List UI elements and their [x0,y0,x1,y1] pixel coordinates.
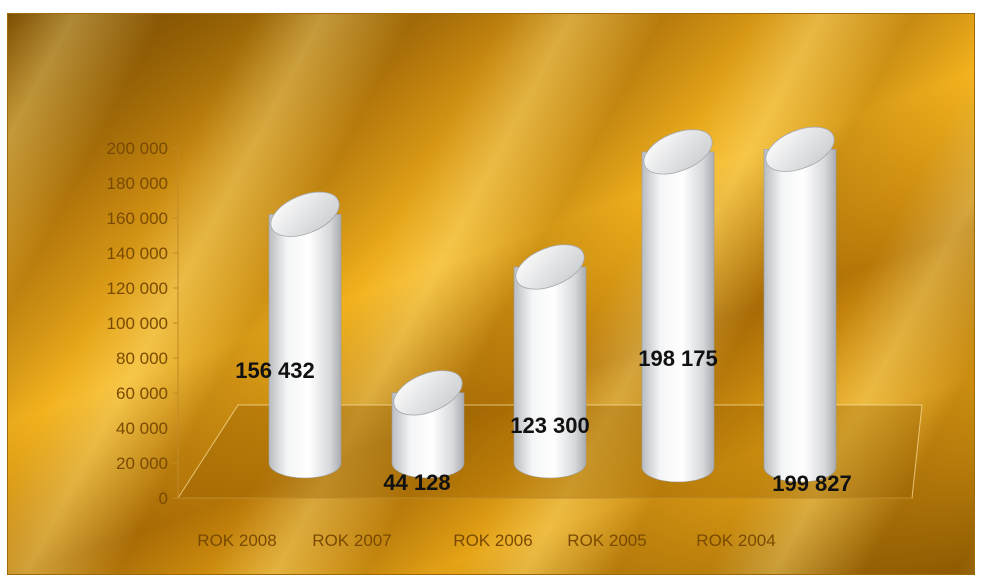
data-label: 123 300 [510,413,590,438]
y-tick-label: 20 000 [116,454,168,473]
x-category-label: ROK 2005 [567,531,646,550]
y-tick-label: 160 000 [107,209,168,228]
x-category-label: ROK 2006 [453,531,532,550]
bar-body [641,151,715,483]
bar-body [268,213,342,479]
bar [641,129,715,483]
y-axis: 0 20 000 40 000 60 000 80 000 100 000 120 000 1… [107,139,179,508]
data-labels: 156 432 44 128 123 300 198 175 199 827 [235,346,852,496]
bar [513,244,587,479]
bar-body [763,148,837,483]
x-category-label: ROK 2008 [197,531,276,550]
bar-cap [765,126,835,172]
y-tick-label: 200 000 [107,139,168,158]
y-tick-label: 40 000 [116,419,168,438]
bar-cap [643,129,713,175]
bar-cap [393,370,463,416]
data-label: 44 128 [383,470,450,495]
x-category-label: ROK 2004 [696,531,775,550]
bar-cap [270,191,340,237]
data-label: 199 827 [772,471,852,496]
x-category-label: ROK 2007 [312,531,391,550]
y-tick-label: 140 000 [107,244,168,263]
bars [268,126,837,483]
y-tick-label: 60 000 [116,384,168,403]
data-label: 198 175 [638,346,718,371]
x-axis: ROK 2008 ROK 2007 ROK 2006 ROK 2005 ROK 2004 [178,497,912,550]
y-tick-label: 120 000 [107,279,168,298]
bar [391,370,465,479]
bar [763,126,837,483]
y-tick-label: 0 [159,489,168,508]
y-tick-label: 100 000 [107,314,168,333]
data-label: 156 432 [235,358,315,383]
bar [268,191,342,479]
y-tick-label: 180 000 [107,174,168,193]
y-tick-label: 80 000 [116,349,168,368]
bar-cap [515,244,585,290]
bar-body [513,266,587,479]
